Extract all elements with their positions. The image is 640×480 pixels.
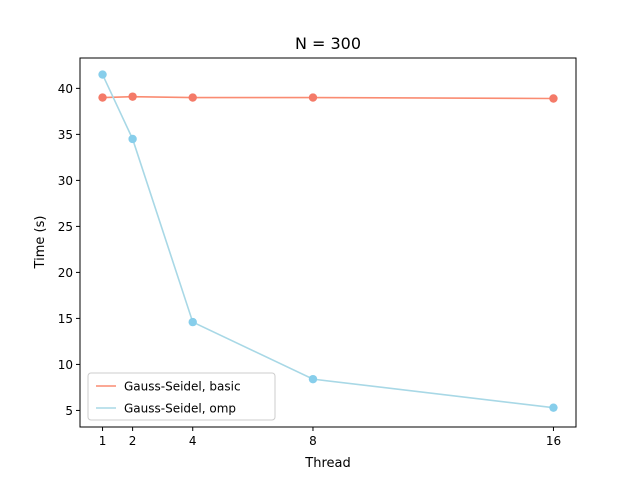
y-tick-label: 20 (58, 266, 73, 280)
y-tick-label: 35 (58, 128, 73, 142)
series-2-point (188, 317, 197, 327)
series-1-point (308, 93, 318, 102)
y-tick-label: 30 (58, 174, 73, 188)
plot-area (98, 70, 558, 412)
series-1-point (128, 92, 137, 101)
series-2-point (128, 134, 137, 144)
legend: Gauss-Seidel, basic Gauss-Seidel, omp (87, 372, 276, 421)
x-tick-label: 2 (129, 434, 137, 448)
y-axis-label: Time (s) (33, 216, 48, 270)
x-tick-label: 4 (189, 434, 197, 448)
series-2-point (98, 70, 107, 79)
legend-label-2: Gauss-Seidel, omp (124, 402, 236, 416)
y-tick-label: 25 (58, 220, 73, 234)
plot-frame (79, 57, 577, 428)
y-tick-label: 10 (58, 358, 73, 372)
legend-box (87, 372, 276, 421)
series-1-point (98, 93, 107, 102)
y-tick-label: 15 (58, 312, 73, 326)
series-1-point (549, 94, 558, 103)
x-axis-label: Thread (304, 456, 350, 471)
chart-title: N = 300 (295, 34, 361, 53)
y-tick-label: 5 (65, 404, 73, 418)
series-1-point (188, 93, 197, 102)
x-tick-label: 1 (99, 434, 107, 448)
series-2-point (308, 374, 318, 384)
y-tick-label: 40 (58, 82, 73, 96)
x-tick-label: 16 (546, 434, 561, 448)
x-tick-label: 8 (309, 434, 317, 448)
axes: 1 2 4 8 16 5 10 15 20 25 30 35 40 (58, 57, 577, 448)
series-2-point (549, 403, 558, 412)
legend-label-1: Gauss-Seidel, basic (124, 380, 241, 394)
